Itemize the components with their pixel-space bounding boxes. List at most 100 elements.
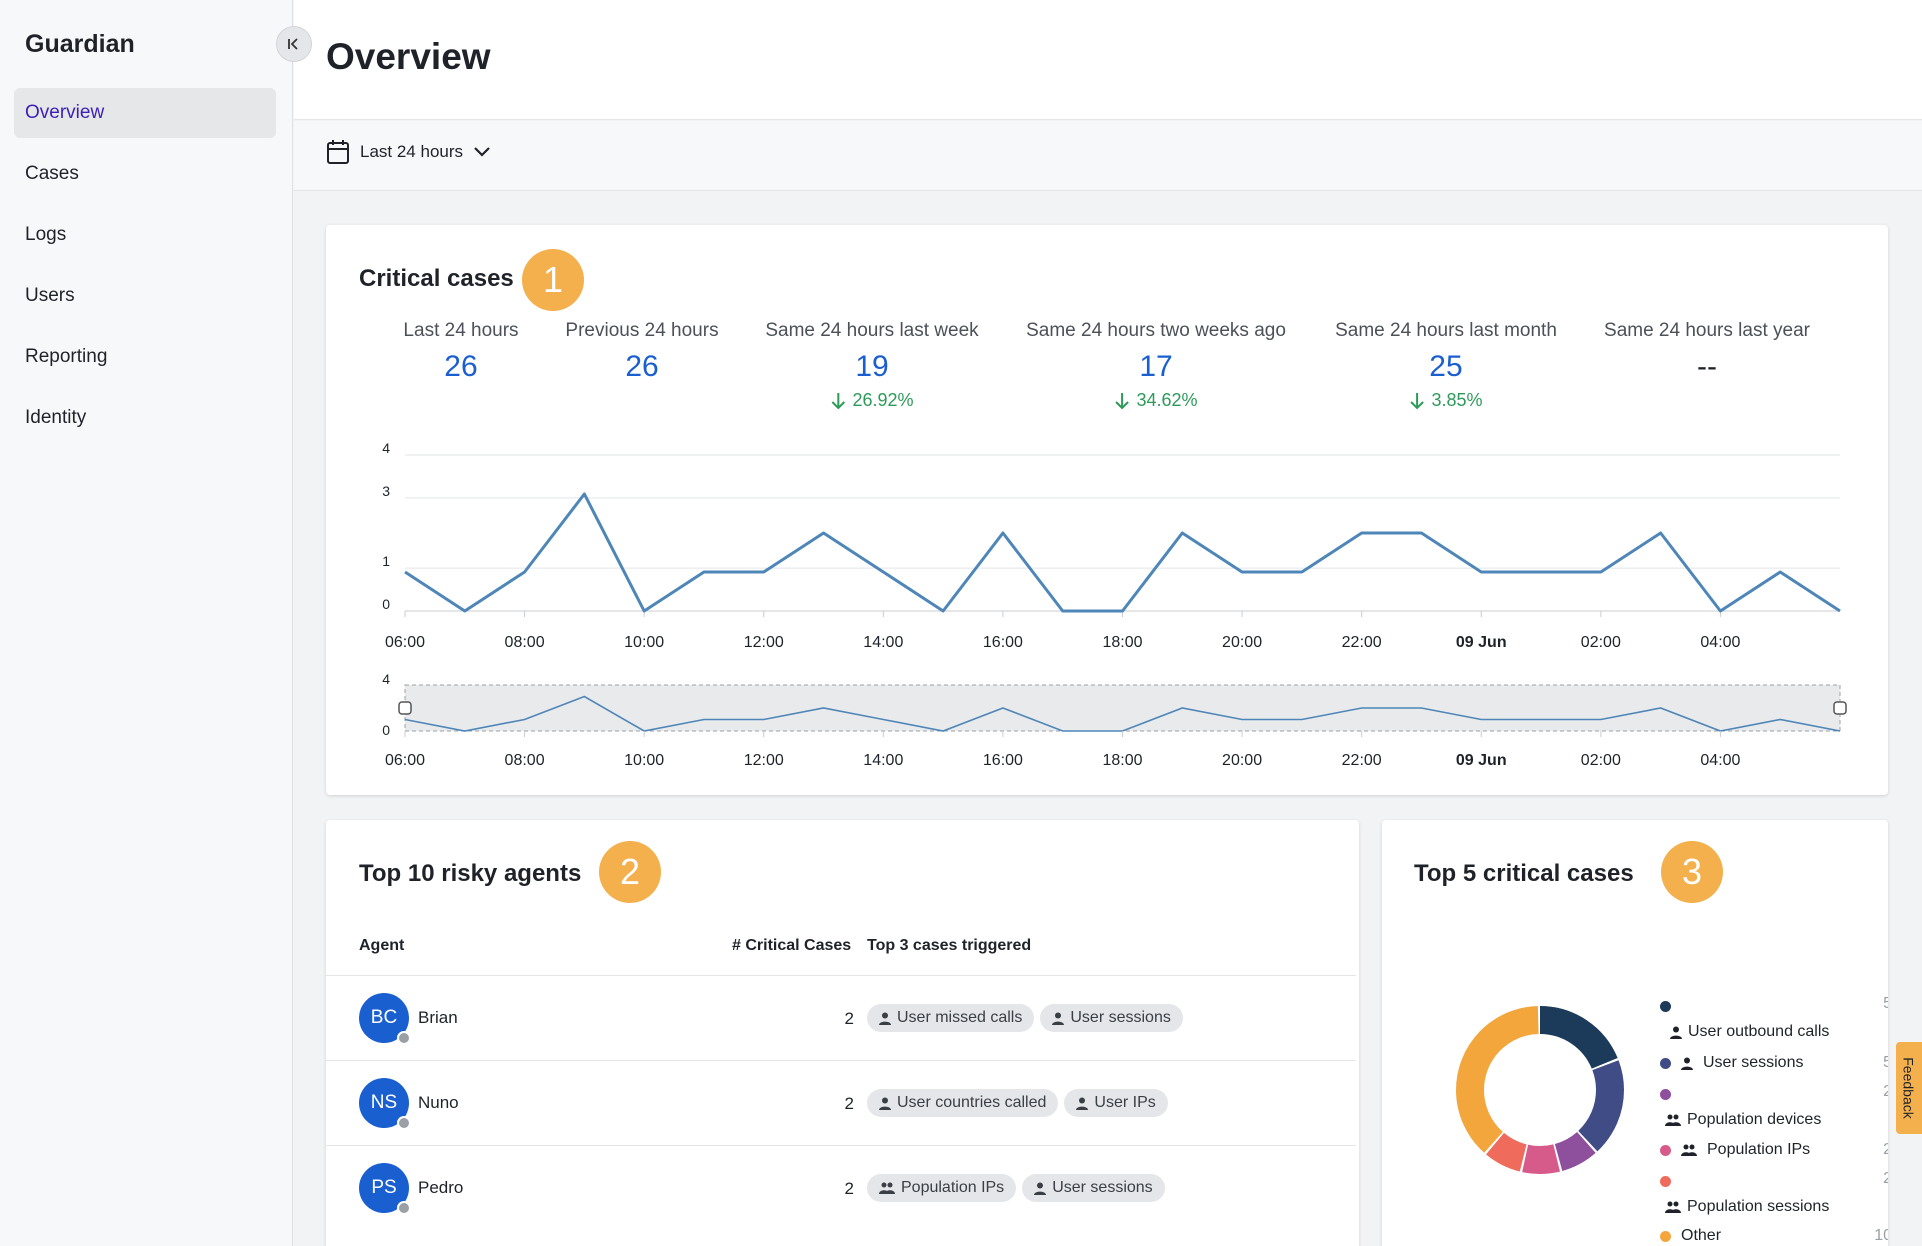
legend-value: 2 (1883, 1170, 1888, 1187)
x-tick-label: 14:00 (863, 634, 903, 651)
stat-delta-value: 34.62% (1136, 390, 1198, 410)
case-chip-label: User missed calls (897, 1009, 1023, 1026)
stat-delta: 26.92% (765, 390, 978, 411)
feedback-button[interactable]: Feedback (1896, 1042, 1922, 1134)
stat-delta-value: 3.85% (1431, 390, 1483, 410)
agent-name[interactable]: Brian (418, 1008, 458, 1027)
case-chip[interactable]: User missed calls (867, 1004, 1035, 1032)
table-row[interactable]: NS Nuno 2 User countries called User IPs (326, 1060, 1356, 1145)
legend-label: Population sessions (1687, 1198, 1830, 1215)
column-header-critical-cases: # Critical Cases (732, 937, 852, 954)
navigator-x-label: 16:00 (983, 752, 1023, 769)
donut-slice[interactable] (1456, 1006, 1624, 1174)
case-chip-label: User sessions (1070, 1009, 1171, 1026)
table-row[interactable]: PS Pedro 2 Population IPs User sessions (326, 1145, 1356, 1230)
user-icon (1034, 1182, 1047, 1195)
donut-slice[interactable] (1456, 1006, 1624, 1174)
donut-slice[interactable] (1456, 1006, 1624, 1174)
sidebar-nav: Overview Cases Logs Users Reporting Iden… (14, 88, 276, 454)
legend-dot (1660, 1176, 1671, 1188)
avatar: PS (359, 1163, 411, 1215)
sidebar-item-reporting[interactable]: Reporting (25, 346, 108, 367)
arrow-down-icon (831, 392, 846, 409)
donut-slice[interactable] (1456, 1006, 1624, 1174)
navigator-x-label: 08:00 (505, 752, 545, 769)
legend-item[interactable]: 5 User outbound calls (1660, 995, 1888, 1057)
case-chip[interactable]: User countries called (867, 1089, 1059, 1117)
sidebar-item-users[interactable]: Users (25, 285, 75, 306)
legend-item[interactable]: User sessions 5 (1660, 1054, 1888, 1086)
case-chip[interactable]: Population IPs (867, 1174, 1017, 1202)
arrow-down-icon (1115, 392, 1130, 409)
navigator-x-label: 06:00 (385, 752, 425, 769)
page-title: Overview (326, 36, 491, 77)
time-range-dropdown[interactable]: Last 24 hours (326, 139, 491, 165)
stat-last-month: Same 24 hours last month 25 3.85% (1335, 320, 1557, 411)
navigator-handle[interactable] (398, 701, 412, 715)
case-chips: User countries called User IPs (867, 1089, 1168, 1117)
critical-cases-badge: 1 (522, 249, 584, 311)
group-icon (879, 1182, 895, 1194)
legend-item[interactable]: Population IPs 2 (1660, 1141, 1888, 1173)
sidebar-item-identity[interactable]: Identity (25, 407, 87, 428)
case-chip-label: Population IPs (901, 1179, 1005, 1196)
stat-previous-24h: Previous 24 hours 26 (565, 320, 718, 384)
feedback-label: Feedback (1901, 1057, 1918, 1119)
sidebar-item-logs[interactable]: Logs (25, 224, 67, 245)
stat-label: Same 24 hours last year (1604, 320, 1810, 341)
critical-cases-card: Critical cases 1 Last 24 hours 26 Previo… (326, 225, 1888, 795)
case-chip[interactable]: User IPs (1064, 1089, 1168, 1117)
y-tick-label: 4 (382, 440, 390, 456)
stat-last-24h: Last 24 hours 26 (403, 320, 518, 384)
legend-item[interactable]: 2 Population devices (1660, 1083, 1888, 1144)
stat-last-week: Same 24 hours last week 19 26.92% (765, 320, 978, 411)
legend-item[interactable]: 2 Population sessions (1660, 1170, 1888, 1230)
case-chip-label: User sessions (1052, 1179, 1153, 1196)
x-tick-label: 09 Jun (1456, 634, 1507, 651)
top-critical-cases-title: Top 5 critical cases (1414, 860, 1634, 887)
legend-label: Population devices (1687, 1111, 1822, 1128)
user-icon (1670, 1026, 1682, 1039)
app-title: Guardian (25, 30, 135, 58)
x-tick-label: 10:00 (624, 634, 664, 651)
calendar-icon (327, 140, 349, 164)
y-tick-label: 1 (382, 553, 390, 569)
y-tick-label: 0 (382, 596, 390, 612)
agent-name[interactable]: Pedro (418, 1178, 464, 1197)
collapse-sidebar-button[interactable] (276, 26, 312, 62)
agent-critical-count: 2 (844, 1179, 854, 1198)
stat-value: 26 (625, 350, 659, 383)
legend-item[interactable]: Other 10 (1660, 1227, 1888, 1246)
stat-label: Same 24 hours last week (765, 320, 979, 341)
navigator-x-label: 20:00 (1222, 752, 1262, 769)
page-header: Overview (294, 0, 1922, 120)
avatar: BC (359, 993, 411, 1045)
legend-value: 5 (1883, 995, 1888, 1012)
group-icon (1665, 1201, 1681, 1213)
avatar-initials: NS (370, 1092, 398, 1113)
avatar-initials: BC (370, 1007, 398, 1028)
critical-cases-title: Critical cases (359, 265, 514, 292)
x-tick-label: 02:00 (1581, 634, 1621, 651)
stat-value: 17 (1139, 350, 1173, 383)
chevron-down-icon (474, 147, 490, 157)
case-chip[interactable]: User sessions (1040, 1004, 1183, 1032)
case-chip-label: User countries called (897, 1094, 1047, 1111)
table-row[interactable]: BC Brian 2 User missed calls User sessio… (326, 975, 1356, 1060)
case-chips: User missed calls User sessions (867, 1004, 1183, 1032)
agent-name[interactable]: Nuno (418, 1093, 459, 1112)
x-tick-label: 08:00 (505, 634, 545, 651)
navigator-x-label: 04:00 (1700, 752, 1740, 769)
top-risky-agents-title: Top 10 risky agents (359, 860, 582, 887)
navigator-handle[interactable] (1833, 701, 1847, 715)
column-header-top-cases: Top 3 cases triggered (867, 937, 1032, 954)
case-chip[interactable]: User sessions (1022, 1174, 1165, 1202)
sidebar-item-cases[interactable]: Cases (25, 163, 79, 184)
top-risky-agents-card: Top 10 risky agents 2 Agent # Critical C… (326, 820, 1359, 1246)
user-icon (879, 1097, 891, 1110)
stat-last-year: Same 24 hours last year -- (1604, 320, 1810, 384)
top-cases-donut-chart (1456, 1006, 1624, 1174)
sidebar-item-overview[interactable]: Overview (14, 88, 276, 138)
avatar: NS (359, 1078, 411, 1130)
collapse-left-icon (288, 38, 298, 50)
